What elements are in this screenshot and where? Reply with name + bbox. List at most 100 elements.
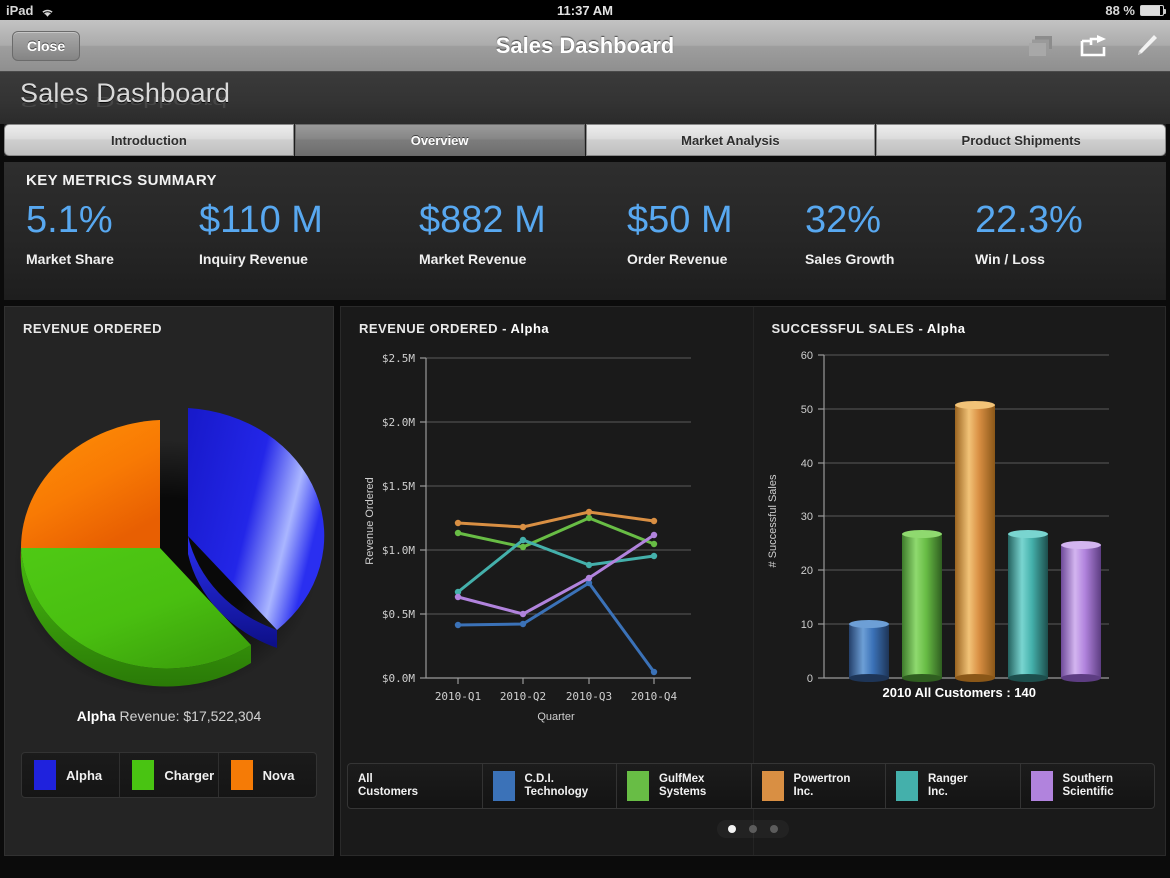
kpi-order-revenue: $50 M Order Revenue xyxy=(627,195,805,267)
bar-chart[interactable]: 60 50 40 30 20 10 0 # Successful Sales xyxy=(754,331,1154,731)
app-title: Sales Dashboard xyxy=(495,32,675,58)
bar-panel-title-main: SUCCESSFUL SALES - xyxy=(771,321,927,336)
charts-panel: REVENUE ORDERED - Alpha xyxy=(340,306,1166,856)
copy-icon[interactable] xyxy=(1028,35,1054,57)
kpi-inquiry-revenue: $110 M Inquiry Revenue xyxy=(199,195,419,267)
legend-item-all-customers[interactable]: All Customers xyxy=(348,764,483,808)
pie-caption-value: $17,522,304 xyxy=(183,708,262,724)
svg-text:Revenue Ordered: Revenue Ordered xyxy=(364,477,376,564)
legend-label-line1: GulfMex xyxy=(659,773,705,785)
legend-swatch xyxy=(896,771,918,801)
svg-text:60: 60 xyxy=(800,350,812,362)
legend-label-line2: Systems xyxy=(659,786,707,798)
pie-legend-item-charger[interactable]: Charger xyxy=(120,753,219,797)
legend-label-line2: Scientific xyxy=(1062,786,1114,798)
device-name: iPad xyxy=(6,2,34,18)
toolbar-actions xyxy=(1028,34,1158,58)
kpi-value: 5.1% xyxy=(26,199,113,241)
kpi-win-loss: 22.3% Win / Loss xyxy=(975,195,1148,267)
kpi-value: $110 M xyxy=(199,199,323,241)
line-panel-title: REVENUE ORDERED - Alpha xyxy=(359,321,753,336)
svg-text:# Successful Sales: # Successful Sales xyxy=(767,474,779,567)
page-dot-2[interactable] xyxy=(749,825,757,833)
legend-item-ranger-inc[interactable]: Ranger Inc. xyxy=(886,764,1021,808)
status-bar-left: iPad xyxy=(6,3,55,18)
series-legend: All Customers C.D.I. Technology GulfMex xyxy=(347,763,1155,809)
legend-label: Powertron Inc. xyxy=(794,773,851,799)
successful-sales-bar-chart-column: SUCCESSFUL SALES - Alpha xyxy=(754,307,1166,855)
pie-caption-label: Revenue: xyxy=(119,708,180,724)
kpi-value: 22.3% xyxy=(975,199,1083,241)
legend-label: C.D.I. Technology xyxy=(525,773,589,799)
legend-label: Southern Scientific xyxy=(1063,773,1114,799)
kpi-market-revenue: $882 M Market Revenue xyxy=(419,195,627,267)
svg-text:10: 10 xyxy=(800,619,812,631)
pie-legend-item-alpha[interactable]: Alpha xyxy=(22,753,121,797)
kpi-market-share: 5.1% Market Share xyxy=(26,195,199,267)
legend-label: Ranger Inc. xyxy=(928,773,968,799)
legend-swatch xyxy=(132,760,155,790)
line-panel-title-sub: Alpha xyxy=(510,321,550,336)
legend-swatch xyxy=(230,760,253,790)
pie-caption: Alpha Revenue: $17,522,304 xyxy=(5,708,333,724)
kpi-value: $882 M xyxy=(419,199,546,241)
svg-text:0: 0 xyxy=(806,673,812,685)
legend-label-line1: Ranger xyxy=(928,773,968,785)
tab-product-shipments[interactable]: Product Shipments xyxy=(876,124,1166,156)
legend-item-gulfmex-systems[interactable]: GulfMex Systems xyxy=(617,764,752,808)
legend-label-line2: Customers xyxy=(358,786,419,798)
page-indicator xyxy=(341,815,1165,843)
legend-label: Nova xyxy=(262,767,295,783)
pie-legend: Alpha Charger Nova xyxy=(21,752,317,798)
legend-label-line2: Technology xyxy=(524,786,589,798)
kpi-value: $50 M xyxy=(627,199,733,241)
page-dot-1[interactable] xyxy=(728,825,736,833)
legend-label-line1: Powertron xyxy=(793,773,851,785)
legend-label-line1: Southern xyxy=(1062,773,1113,785)
edit-pencil-icon[interactable] xyxy=(1134,34,1158,58)
svg-text:$1.5M: $1.5M xyxy=(382,480,415,493)
kpi-label: Market Share xyxy=(26,251,114,267)
kpi-row: 5.1% Market Share $110 M Inquiry Revenue… xyxy=(26,195,1166,267)
pie-panel-title: REVENUE ORDERED xyxy=(23,321,162,336)
bar-panel-title-sub: Alpha xyxy=(926,321,966,336)
revenue-ordered-pie-panel: REVENUE ORDERED xyxy=(4,306,334,856)
kpi-label: Order Revenue xyxy=(627,251,728,267)
line-panel-title-main: REVENUE ORDERED - xyxy=(359,321,511,336)
svg-text:50: 50 xyxy=(800,404,812,416)
svg-text:$0.5M: $0.5M xyxy=(382,608,415,621)
document-title-band: Sales Dashboard Sales Dashboard xyxy=(0,72,1170,124)
kpi-label: Sales Growth xyxy=(805,251,895,267)
share-icon[interactable] xyxy=(1080,34,1108,57)
legend-swatch xyxy=(34,760,56,790)
legend-label: All Customers xyxy=(358,773,418,799)
tab-overview[interactable]: Overview xyxy=(294,124,585,156)
svg-text:$2.0M: $2.0M xyxy=(382,416,415,429)
svg-text:40: 40 xyxy=(800,458,812,470)
svg-text:Quarter: Quarter xyxy=(537,711,575,723)
legend-item-powertron-inc[interactable]: Powertron Inc. xyxy=(752,764,886,808)
dashboard-document: Sales Dashboard Sales Dashboard Introduc… xyxy=(0,72,1170,878)
svg-text:$0.0M: $0.0M xyxy=(382,672,415,685)
ios-status-bar: iPad 11:37 AM 88 % xyxy=(0,0,1170,20)
legend-item-cdi-technology[interactable]: C.D.I. Technology xyxy=(483,764,617,808)
bar-panel-title: SUCCESSFUL SALES - Alpha xyxy=(772,321,1166,336)
legend-item-southern-scientific[interactable]: Southern Scientific xyxy=(1021,764,1155,808)
tab-market-analysis[interactable]: Market Analysis xyxy=(585,124,876,156)
svg-text:$2.5M: $2.5M xyxy=(382,352,415,365)
close-button[interactable]: Close xyxy=(12,30,81,61)
tab-introduction[interactable]: Introduction xyxy=(4,124,294,156)
pie-caption-series: Alpha xyxy=(76,708,116,724)
legend-label: Charger xyxy=(164,767,215,783)
tab-bar: Introduction Overview Market Analysis Pr… xyxy=(4,124,1166,156)
svg-text:20: 20 xyxy=(800,565,812,577)
page-title: Sales Dashboard xyxy=(20,78,231,108)
svg-text:2010-Q2: 2010-Q2 xyxy=(500,690,546,703)
line-chart[interactable]: $2.5M $2.0M $1.5M $1.0M $0.5M $0.0M 2010… xyxy=(341,331,741,751)
status-bar-time: 11:37 AM xyxy=(557,2,613,18)
pie-chart[interactable] xyxy=(5,336,335,706)
key-metrics-summary: KEY METRICS SUMMARY 5.1% Market Share $1… xyxy=(4,162,1166,300)
page-dot-3[interactable] xyxy=(770,825,778,833)
svg-text:2010-Q3: 2010-Q3 xyxy=(566,690,612,703)
pie-legend-item-nova[interactable]: Nova xyxy=(219,753,316,797)
